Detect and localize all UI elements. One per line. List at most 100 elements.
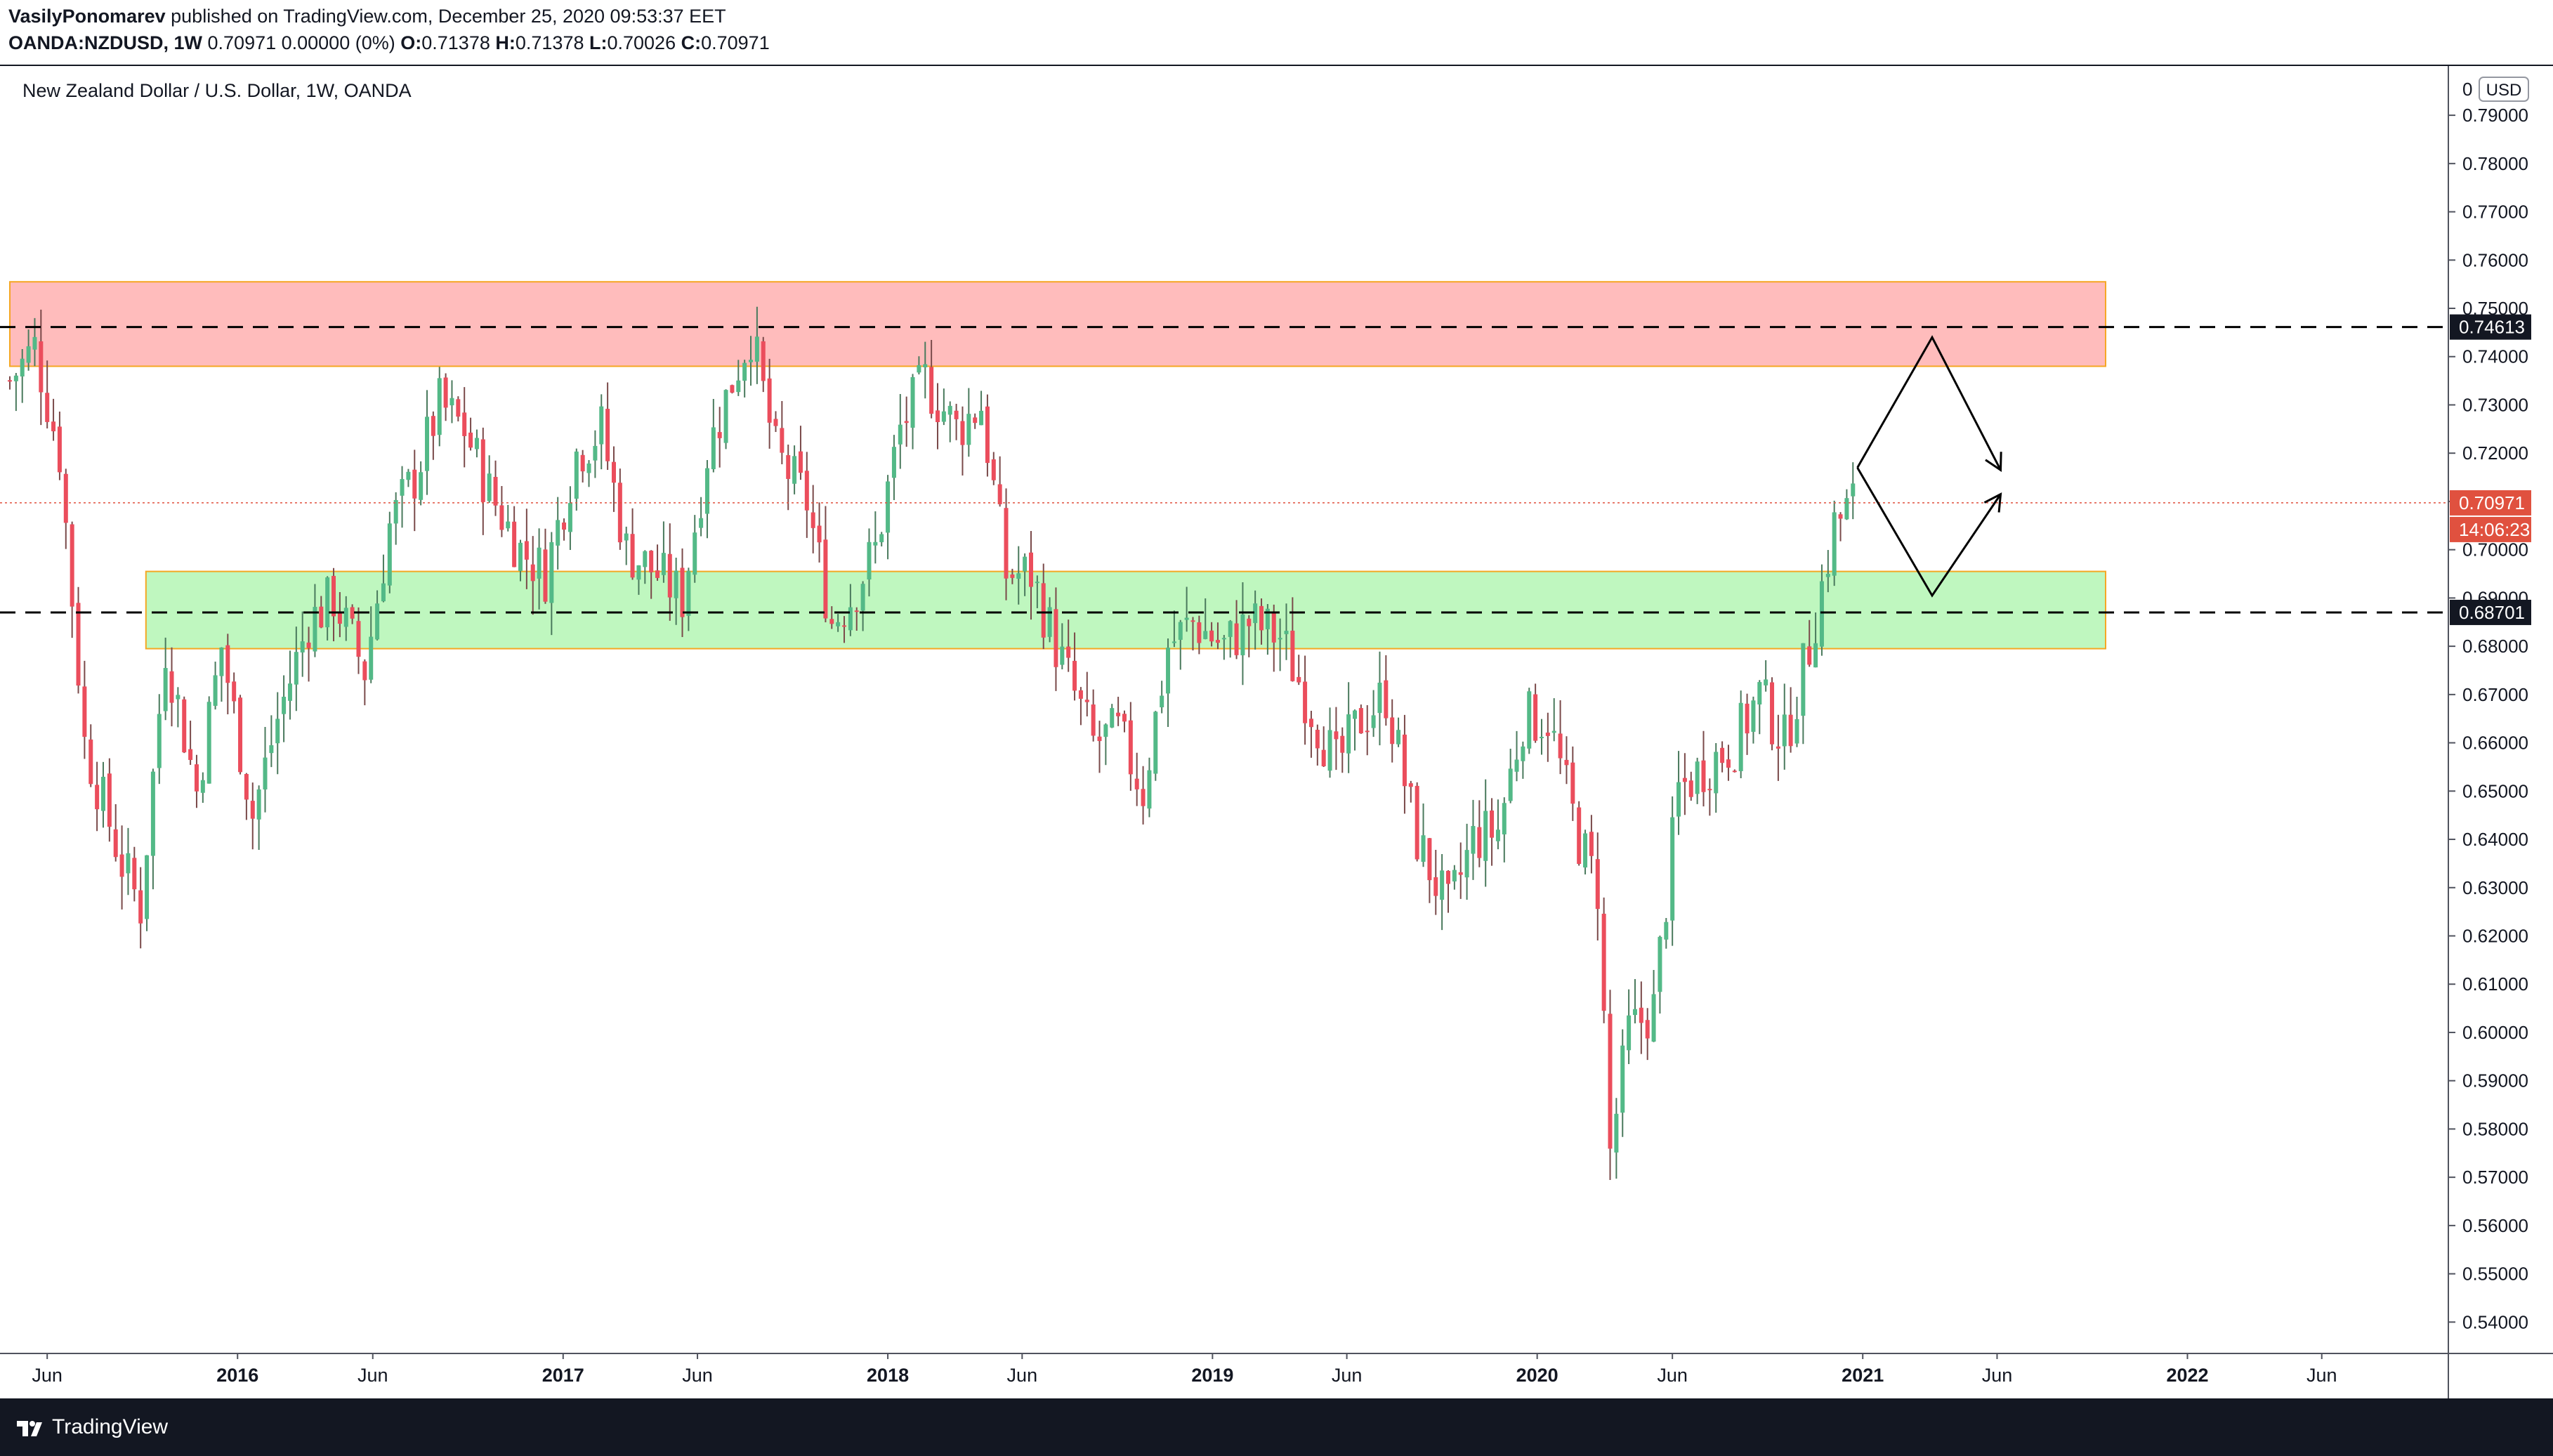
candle-body: [1614, 1113, 1619, 1153]
candle-body: [176, 695, 181, 700]
candle-body: [206, 702, 211, 784]
x-tick-label: Jun: [1982, 1365, 2013, 1386]
candle-body: [456, 399, 461, 417]
candle-body: [100, 776, 105, 811]
candle-body: [1589, 832, 1594, 856]
candle-body: [929, 367, 934, 414]
candle-body: [549, 542, 554, 603]
candle-body: [350, 607, 355, 619]
candle-body: [313, 607, 317, 652]
candle-body: [332, 575, 336, 617]
candle-body: [381, 583, 386, 602]
candle-body: [1564, 759, 1569, 766]
candle-body: [867, 542, 872, 579]
candle-body: [219, 647, 224, 676]
countdown-label: 14:06:23: [2459, 519, 2530, 540]
candle-body: [1247, 618, 1252, 627]
candle-body: [904, 421, 909, 424]
candle-body: [636, 565, 641, 580]
candle-body: [1651, 994, 1656, 1042]
author-name[interactable]: VasilyPonomarev: [8, 6, 166, 27]
candle-body: [132, 858, 137, 890]
candle-body: [1215, 640, 1220, 643]
y-tick-label: 0.55000: [2462, 1264, 2528, 1285]
candle-body: [556, 520, 560, 546]
candle-body: [973, 417, 978, 424]
candle-body: [754, 336, 759, 362]
candle-body: [1128, 720, 1133, 775]
candle-body: [1577, 807, 1582, 864]
candle-body: [232, 681, 237, 702]
candle-body: [699, 518, 704, 528]
support-zone: [145, 570, 2106, 650]
symbol-name[interactable]: OANDA:NZDUSD, 1W: [8, 32, 202, 53]
candle-body: [643, 551, 648, 568]
candle-body: [1078, 690, 1083, 699]
candle-body: [126, 853, 131, 874]
candle-body: [667, 553, 672, 598]
candle-body: [474, 438, 479, 450]
candle-body: [1664, 922, 1669, 940]
candle-body: [493, 476, 498, 506]
candle-body: [275, 719, 280, 744]
tradingview-logo-icon[interactable]: [15, 1414, 44, 1442]
y-tick-label: 0.77000: [2462, 202, 2528, 223]
candle-body: [1583, 833, 1588, 868]
y-tick-label: 0.79000: [2462, 105, 2528, 126]
candle-body: [70, 524, 74, 607]
candle-body: [1421, 835, 1426, 862]
candle-body: [1788, 714, 1793, 747]
candle-body: [39, 341, 44, 393]
candle-body: [362, 661, 367, 681]
candle-body: [1533, 694, 1538, 741]
y-tick-label: 0.68000: [2462, 636, 2528, 657]
price-chart[interactable]: 0.54000 0.55000 0.56000 0.57000 0.58000 0.590…: [0, 66, 2553, 1398]
candle-body: [1620, 1045, 1625, 1113]
y-tick-label: 0.60000: [2462, 1022, 2528, 1043]
candle-body: [711, 427, 716, 470]
level-price-tag: [2450, 314, 2531, 340]
candle-body: [704, 468, 709, 514]
candle-body: [985, 406, 990, 464]
x-tick-label: Jun: [682, 1365, 713, 1386]
candle-body: [1147, 770, 1152, 809]
ohlc-open-label: O:: [400, 32, 422, 53]
candle-body: [8, 380, 12, 382]
candle-body: [437, 378, 442, 435]
tradingview-brand[interactable]: TradingView: [52, 1415, 169, 1438]
candle-body: [1508, 768, 1513, 801]
candle-body: [26, 346, 31, 363]
candle-body: [1545, 733, 1550, 736]
y-tick-label: 0.66000: [2462, 733, 2528, 754]
candle-body: [393, 499, 398, 524]
chart-area[interactable]: 0.54000 0.55000 0.56000 0.57000 0.58000 0.590…: [0, 66, 2553, 1398]
candle-body: [1464, 850, 1469, 878]
candle-body: [1384, 680, 1389, 719]
y-tick-label: 0.72000: [2462, 442, 2528, 464]
candle-body: [269, 745, 274, 754]
candle-body: [32, 336, 37, 350]
candle-body: [1527, 691, 1532, 749]
candle-body: [954, 410, 959, 419]
y-tick-label: 0.56000: [2462, 1215, 2528, 1236]
candle-body: [1402, 734, 1407, 787]
candle-body: [57, 426, 62, 473]
candle-body: [605, 409, 610, 461]
candle-body: [425, 417, 430, 471]
candle-body: [1645, 1020, 1650, 1039]
x-tick-label: Jun: [2306, 1365, 2337, 1386]
candle-body: [786, 455, 791, 479]
candle-body: [499, 505, 504, 530]
candle-body: [1570, 762, 1575, 804]
candle-body: [792, 456, 797, 484]
candle-body: [611, 461, 616, 483]
candle-body: [742, 362, 747, 381]
candle-body: [1851, 483, 1856, 497]
candle-body: [879, 534, 884, 542]
candle-body: [375, 603, 380, 640]
upper-path: [1856, 335, 2002, 471]
candle-body: [817, 525, 822, 543]
candle-body: [518, 542, 523, 571]
candle-body: [157, 714, 162, 768]
candle-body: [941, 411, 946, 422]
